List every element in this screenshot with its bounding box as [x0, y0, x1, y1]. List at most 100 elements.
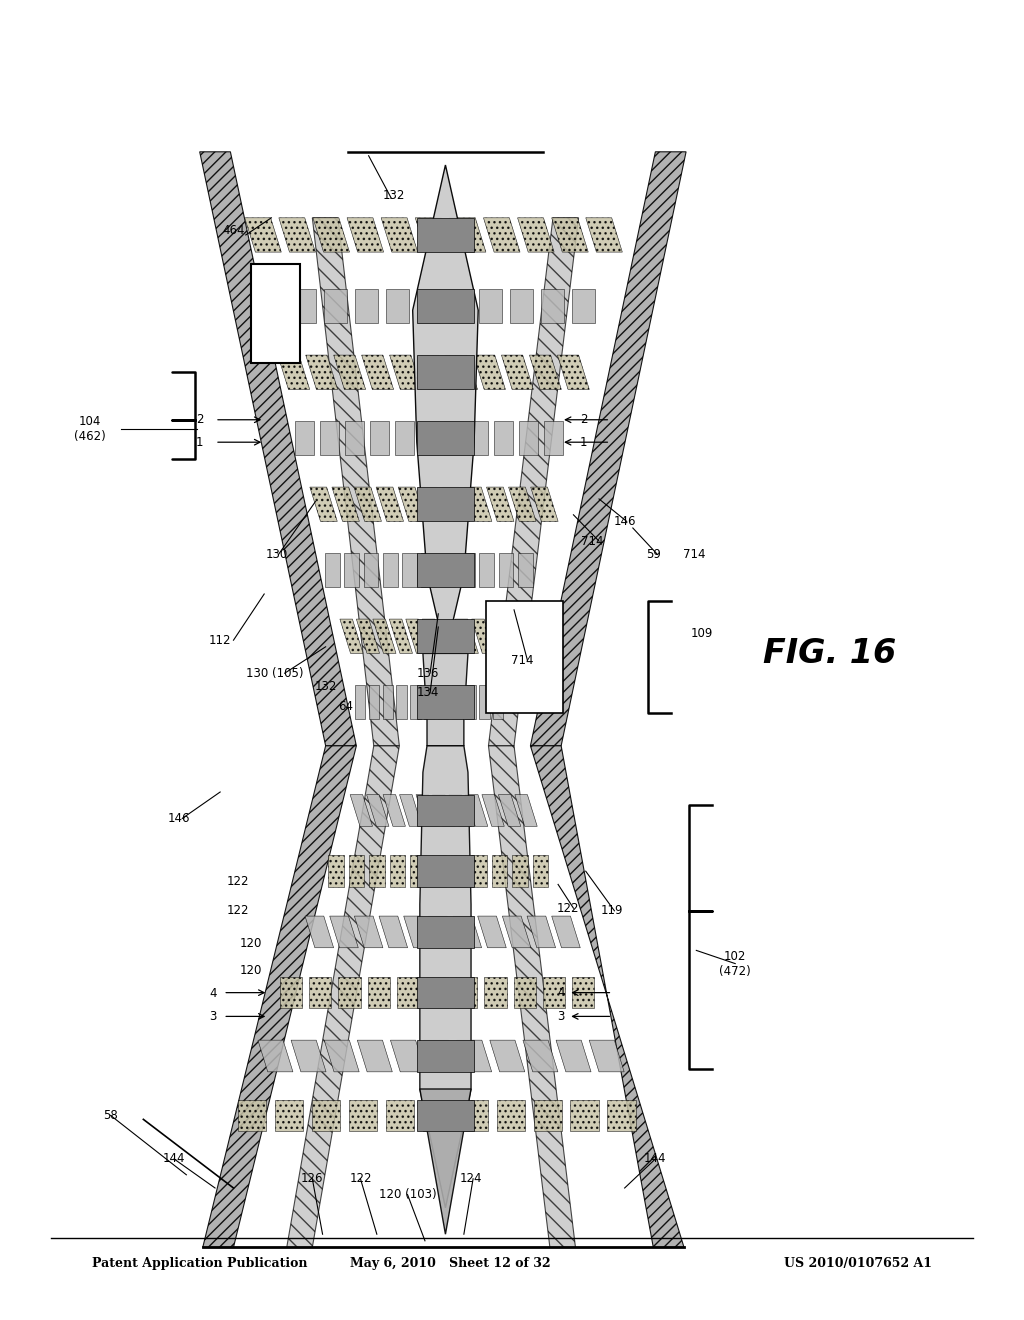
Polygon shape: [328, 855, 344, 887]
Polygon shape: [312, 218, 399, 746]
Polygon shape: [510, 289, 534, 323]
Polygon shape: [403, 916, 432, 948]
Polygon shape: [379, 916, 408, 948]
Text: 714: 714: [581, 535, 603, 548]
Polygon shape: [354, 487, 382, 521]
Polygon shape: [291, 1040, 326, 1072]
Polygon shape: [238, 1100, 266, 1131]
Text: 59: 59: [646, 548, 660, 561]
Polygon shape: [556, 1040, 591, 1072]
Polygon shape: [518, 553, 532, 587]
Polygon shape: [529, 355, 561, 389]
Text: 130: 130: [265, 548, 288, 561]
Bar: [417, 355, 474, 389]
Polygon shape: [465, 487, 492, 521]
Polygon shape: [305, 916, 334, 948]
Text: 119: 119: [601, 904, 624, 917]
Bar: [486, 601, 563, 713]
Polygon shape: [309, 977, 332, 1008]
Polygon shape: [515, 795, 538, 826]
Polygon shape: [432, 795, 455, 826]
Text: 104
(462): 104 (462): [74, 414, 106, 444]
Polygon shape: [586, 218, 623, 252]
Polygon shape: [482, 795, 504, 826]
Polygon shape: [570, 1100, 599, 1131]
Polygon shape: [517, 218, 554, 252]
Polygon shape: [478, 289, 502, 323]
Text: 714: 714: [511, 653, 534, 667]
Polygon shape: [460, 1100, 487, 1131]
Polygon shape: [473, 355, 506, 389]
Polygon shape: [509, 487, 536, 521]
Polygon shape: [367, 795, 389, 826]
Polygon shape: [465, 685, 476, 719]
Polygon shape: [354, 289, 378, 323]
Polygon shape: [325, 1040, 359, 1072]
Polygon shape: [386, 289, 410, 323]
Polygon shape: [406, 619, 429, 653]
Polygon shape: [437, 685, 449, 719]
Polygon shape: [451, 855, 467, 887]
Polygon shape: [523, 1040, 558, 1072]
Text: 714: 714: [683, 548, 706, 561]
Polygon shape: [502, 355, 534, 389]
Polygon shape: [306, 355, 338, 389]
Polygon shape: [203, 746, 356, 1247]
Polygon shape: [497, 1100, 524, 1131]
Polygon shape: [389, 619, 413, 653]
Text: 4: 4: [209, 987, 217, 1001]
Text: 126: 126: [301, 1172, 324, 1185]
Polygon shape: [503, 916, 530, 948]
Polygon shape: [349, 1100, 377, 1131]
Text: 122: 122: [349, 1172, 372, 1185]
Polygon shape: [354, 916, 383, 948]
Bar: [417, 553, 474, 587]
Polygon shape: [505, 619, 527, 653]
Polygon shape: [552, 916, 581, 948]
Polygon shape: [426, 977, 449, 1008]
Polygon shape: [383, 685, 393, 719]
Bar: [417, 218, 474, 252]
Text: 120: 120: [240, 964, 262, 977]
Polygon shape: [514, 977, 536, 1008]
Polygon shape: [279, 218, 315, 252]
Bar: [251, 264, 300, 363]
Polygon shape: [383, 795, 406, 826]
Polygon shape: [469, 421, 488, 455]
Polygon shape: [423, 1100, 451, 1131]
Text: 58: 58: [103, 1109, 118, 1122]
Bar: [417, 487, 474, 521]
Polygon shape: [274, 1100, 303, 1131]
Polygon shape: [278, 355, 309, 389]
Polygon shape: [471, 855, 487, 887]
Polygon shape: [334, 355, 366, 389]
Bar: [417, 421, 474, 455]
Bar: [417, 619, 474, 653]
Text: 64: 64: [339, 700, 353, 713]
Text: 2: 2: [580, 413, 588, 426]
Polygon shape: [397, 977, 419, 1008]
Polygon shape: [368, 977, 390, 1008]
Text: 2: 2: [196, 413, 204, 426]
Polygon shape: [313, 218, 349, 252]
Polygon shape: [245, 218, 282, 252]
Polygon shape: [324, 289, 347, 323]
Polygon shape: [376, 487, 403, 521]
Bar: [417, 916, 474, 948]
Polygon shape: [422, 553, 436, 587]
Polygon shape: [442, 487, 470, 521]
Polygon shape: [444, 421, 464, 455]
Polygon shape: [552, 218, 588, 252]
Polygon shape: [440, 553, 456, 587]
Polygon shape: [319, 421, 339, 455]
Polygon shape: [571, 289, 595, 323]
Polygon shape: [410, 855, 426, 887]
Polygon shape: [390, 1040, 425, 1072]
Polygon shape: [364, 553, 378, 587]
Polygon shape: [450, 218, 486, 252]
Text: 109: 109: [690, 627, 713, 640]
Polygon shape: [424, 685, 434, 719]
Polygon shape: [369, 855, 385, 887]
Polygon shape: [416, 795, 438, 826]
Polygon shape: [534, 1100, 561, 1131]
